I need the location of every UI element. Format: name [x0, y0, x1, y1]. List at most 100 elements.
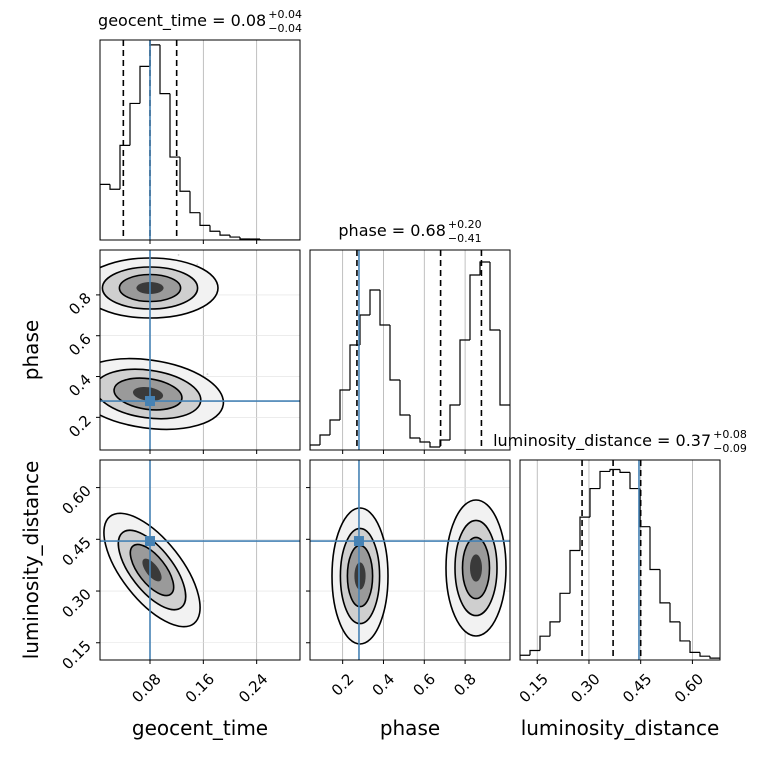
histogram-step — [599, 470, 610, 489]
upper-error: +0.08 — [713, 428, 747, 441]
histogram-step — [579, 516, 590, 551]
y-axis-label: phase — [19, 320, 43, 380]
sample-dot — [88, 394, 90, 396]
histogram-step — [649, 526, 660, 571]
upper-error: +0.20 — [448, 218, 482, 231]
density-contour — [132, 386, 164, 402]
x-tick-label: 0.6 — [409, 670, 439, 700]
histogram-step — [520, 654, 530, 660]
histogram-step — [119, 144, 130, 190]
histogram-step — [589, 487, 600, 518]
histogram-step — [399, 380, 410, 416]
y-axis-label: luminosity_distance — [19, 461, 43, 660]
histogram-step — [539, 635, 550, 651]
sample-dot — [94, 285, 96, 287]
panel: 0.2 0.4 0.6 0.8 — [306, 459, 511, 700]
histogram-step — [499, 330, 510, 406]
histogram-step — [639, 488, 650, 528]
histogram-step — [679, 621, 690, 642]
panel-frame — [309, 249, 511, 451]
histogram-step — [699, 652, 710, 657]
x-tick-label: 0.45 — [619, 670, 655, 706]
panel: 0.2 0.4 0.6 0.8 — [65, 249, 301, 454]
histogram-step — [229, 235, 240, 238]
x-tick-label: 0.30 — [567, 670, 603, 706]
sample-dot — [98, 278, 100, 280]
sample-dot — [206, 373, 209, 376]
y-tick-label: 0.4 — [65, 371, 95, 401]
panel: phase = 0.68 +0.20−0.41 — [309, 218, 511, 454]
panel: 0.15 0.30 0.45 0.60 luminosity_distance = 0.… — [493, 428, 747, 706]
panel-frame — [99, 249, 301, 451]
x-axis-label: phase — [380, 716, 440, 740]
sample-dot — [96, 388, 98, 390]
sample-dot — [94, 386, 96, 388]
histogram-step — [529, 649, 540, 656]
panel-title: geocent_time = 0.08 — [98, 11, 266, 31]
histogram-step — [479, 261, 490, 275]
x-axis-label: luminosity_distance — [521, 716, 720, 740]
histogram-step — [239, 237, 250, 240]
histogram-step — [219, 231, 230, 236]
sample-dot — [177, 254, 180, 256]
x-tick-label: 0.8 — [450, 670, 480, 700]
histogram-step — [109, 184, 120, 190]
y-tick-label: 0.30 — [58, 585, 94, 621]
histogram-step — [409, 415, 420, 439]
histogram-step — [439, 439, 450, 447]
upper-error: +0.04 — [268, 8, 302, 21]
sample-dot — [98, 287, 100, 289]
histogram-step — [369, 289, 380, 315]
histogram-step — [379, 290, 390, 326]
histogram-step — [389, 325, 400, 381]
histogram-step — [159, 44, 170, 95]
x-tick-label: 0.08 — [128, 670, 164, 706]
truth-marker — [353, 536, 364, 547]
density-contour — [142, 558, 162, 582]
truth-marker — [145, 536, 155, 547]
panel-content — [520, 460, 720, 660]
panel-content — [100, 40, 300, 240]
histogram-step — [199, 212, 210, 226]
panel-content — [310, 460, 510, 660]
x-tick-label: 0.24 — [235, 670, 271, 706]
histogram-step — [429, 442, 440, 448]
histogram-step — [459, 339, 470, 405]
y-tick-label: 0.2 — [65, 411, 95, 441]
histogram-step — [339, 389, 350, 420]
x-tick-label: 0.4 — [369, 670, 399, 700]
histogram-step — [259, 239, 270, 240]
x-tick-label: 0.15 — [516, 670, 552, 706]
panel-title: luminosity_distance = 0.37 — [493, 431, 711, 451]
panel-content — [88, 250, 300, 450]
histogram-step — [659, 569, 670, 604]
panel: 0.08 0.16 0.24 0.15 0.30 0.45 0.60 — [58, 459, 301, 706]
x-tick-label: 0.16 — [182, 670, 218, 706]
panel-frame — [309, 459, 511, 661]
sample-dot — [196, 263, 199, 266]
y-tick-label: 0.45 — [58, 533, 94, 569]
sample-dot — [94, 377, 96, 379]
truth-marker — [145, 396, 155, 407]
y-tick-label: 0.15 — [58, 637, 94, 673]
sample-dot — [93, 386, 95, 388]
histogram-step — [449, 404, 460, 440]
panel: geocent_time = 0.08 +0.04−0.04 — [98, 8, 302, 244]
histogram-step — [669, 602, 680, 623]
histogram-step — [419, 438, 430, 443]
histogram-step — [310, 444, 320, 450]
histogram-step — [619, 469, 630, 473]
histogram-step — [209, 225, 220, 232]
lower-error: −0.09 — [713, 442, 747, 455]
y-tick-label: 0.8 — [65, 289, 95, 319]
density-contour — [354, 562, 366, 590]
panel-frame — [519, 459, 721, 661]
histogram-step — [549, 621, 560, 637]
histogram-step — [179, 157, 190, 192]
panel-frame — [99, 39, 301, 241]
histogram-step — [689, 640, 700, 653]
histogram-step — [100, 183, 110, 240]
histogram-step — [189, 191, 200, 214]
panel-title: phase = 0.68 — [338, 221, 445, 240]
